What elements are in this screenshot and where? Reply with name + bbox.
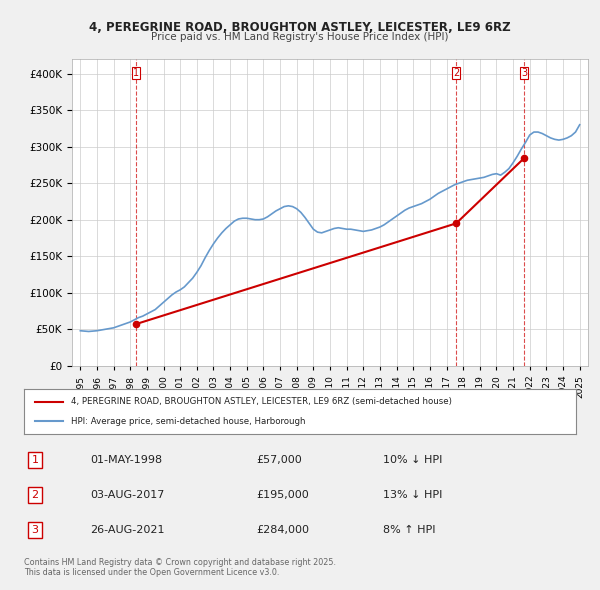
Text: 03-AUG-2017: 03-AUG-2017: [90, 490, 164, 500]
Point: [131, 319, 140, 329]
Text: 13% ↓ HPI: 13% ↓ HPI: [383, 490, 442, 500]
Point: [519, 153, 529, 163]
Text: 3: 3: [32, 525, 38, 535]
Text: 01-MAY-1998: 01-MAY-1998: [90, 455, 163, 465]
Text: 1: 1: [32, 455, 38, 465]
Text: £284,000: £284,000: [256, 525, 309, 535]
Text: 1: 1: [133, 68, 139, 78]
Text: 2: 2: [31, 490, 38, 500]
Text: Contains HM Land Registry data © Crown copyright and database right 2025.
This d: Contains HM Land Registry data © Crown c…: [24, 558, 336, 577]
Text: £57,000: £57,000: [256, 455, 302, 465]
Text: Price paid vs. HM Land Registry's House Price Index (HPI): Price paid vs. HM Land Registry's House …: [151, 32, 449, 42]
Text: £195,000: £195,000: [256, 490, 308, 500]
Text: 3: 3: [521, 68, 527, 78]
Text: 8% ↑ HPI: 8% ↑ HPI: [383, 525, 436, 535]
Text: 10% ↓ HPI: 10% ↓ HPI: [383, 455, 442, 465]
Text: 4, PEREGRINE ROAD, BROUGHTON ASTLEY, LEICESTER, LE9 6RZ: 4, PEREGRINE ROAD, BROUGHTON ASTLEY, LEI…: [89, 21, 511, 34]
Text: HPI: Average price, semi-detached house, Harborough: HPI: Average price, semi-detached house,…: [71, 417, 305, 426]
Text: 26-AUG-2021: 26-AUG-2021: [90, 525, 165, 535]
Text: 4, PEREGRINE ROAD, BROUGHTON ASTLEY, LEICESTER, LE9 6RZ (semi-detached house): 4, PEREGRINE ROAD, BROUGHTON ASTLEY, LEI…: [71, 397, 452, 407]
Text: 2: 2: [453, 68, 459, 78]
Point: [451, 219, 461, 228]
